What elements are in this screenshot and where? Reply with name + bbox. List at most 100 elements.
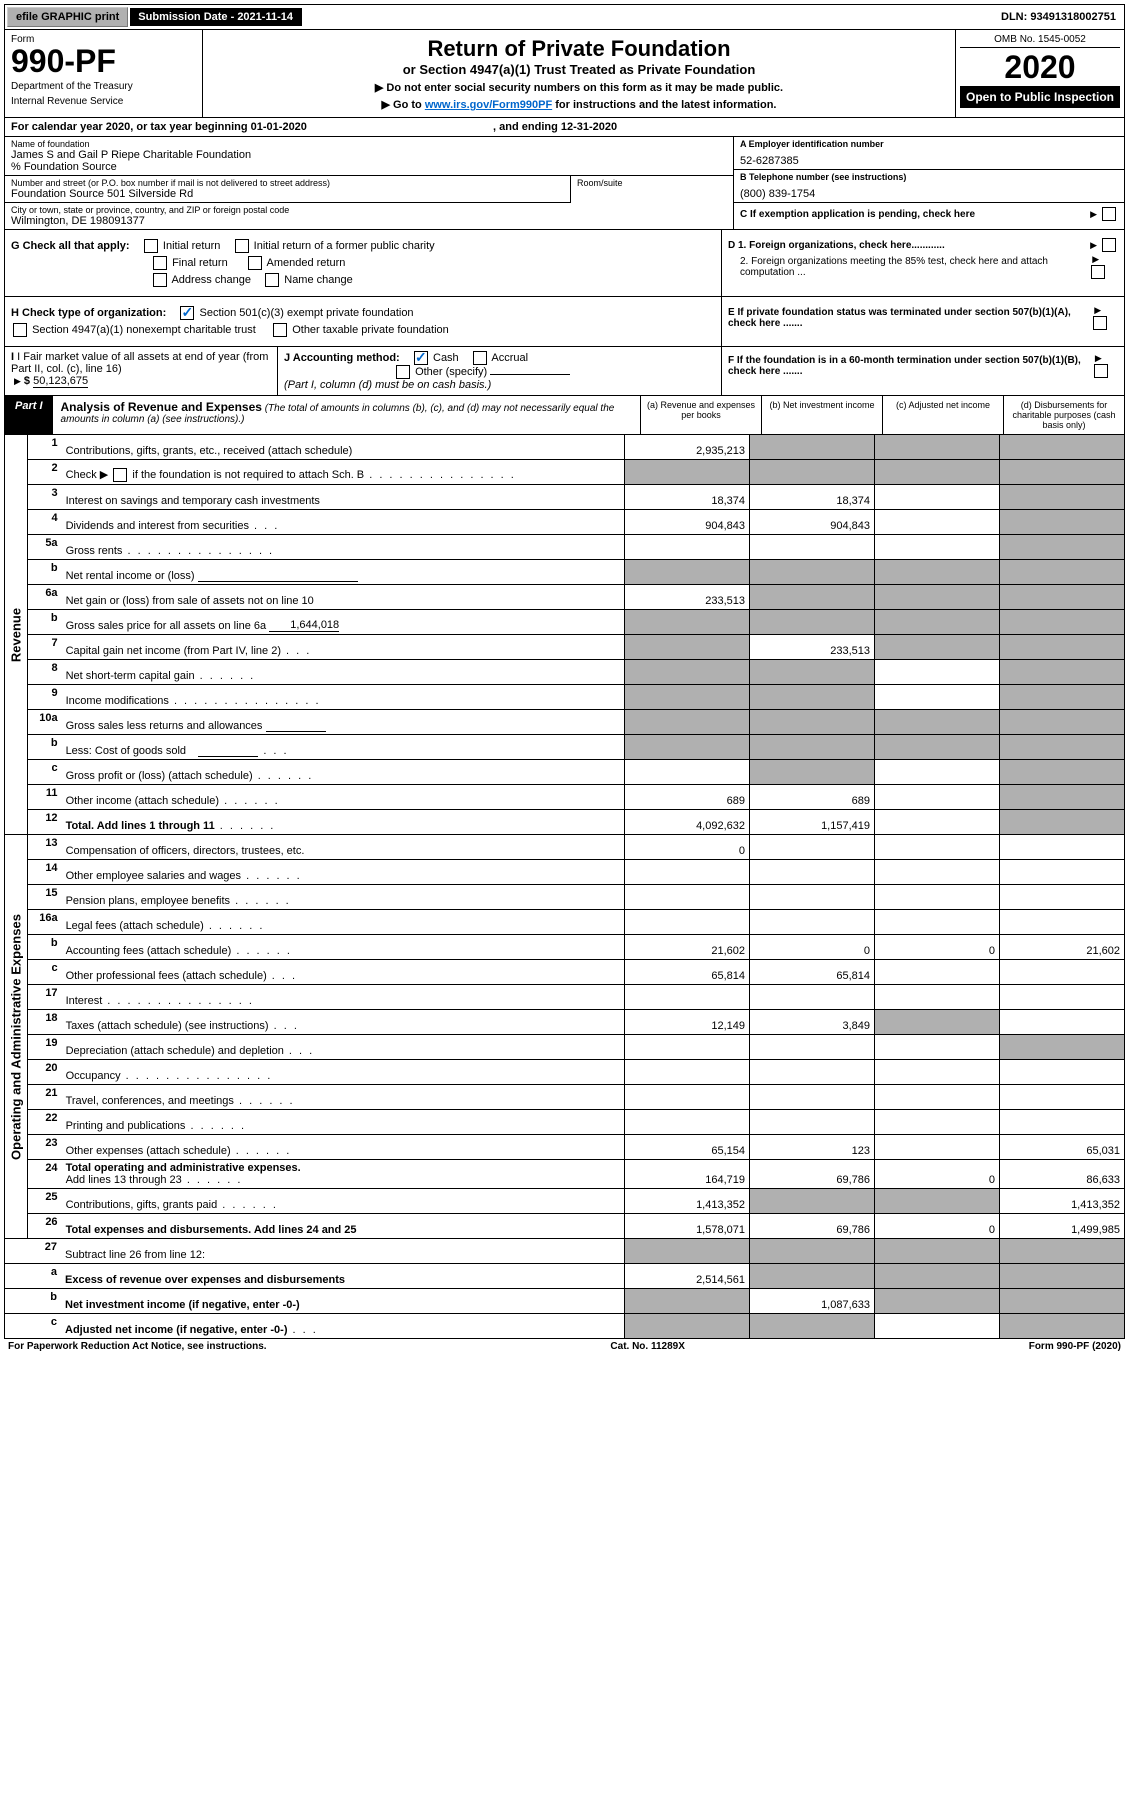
irs-label: Internal Revenue Service bbox=[11, 96, 196, 107]
accrual-checkbox[interactable] bbox=[473, 351, 487, 365]
table-row: 8Net short-term capital gain bbox=[27, 660, 1124, 685]
f-checkbox[interactable] bbox=[1094, 364, 1108, 378]
dept-treasury: Department of the Treasury bbox=[11, 81, 196, 92]
d2-label: 2. Foreign organizations meeting the 85%… bbox=[728, 256, 1089, 278]
final-return-label: Final return bbox=[172, 257, 228, 269]
accrual-label: Accrual bbox=[491, 352, 528, 364]
table-row: bLess: Cost of goods sold bbox=[27, 735, 1124, 760]
address-change-checkbox[interactable] bbox=[153, 273, 167, 287]
column-headers: (a) Revenue and expenses per books (b) N… bbox=[640, 396, 1124, 434]
name-change-checkbox[interactable] bbox=[265, 273, 279, 287]
table-row: bGross sales price for all assets on lin… bbox=[27, 610, 1124, 635]
final-return-checkbox[interactable] bbox=[153, 256, 167, 270]
table-row: 5aGross rents bbox=[27, 535, 1124, 560]
revenue-side-label: Revenue bbox=[4, 435, 27, 835]
form-ref: Form 990-PF (2020) bbox=[1029, 1341, 1121, 1352]
table-row: 7Capital gain net income (from Part IV, … bbox=[27, 635, 1124, 660]
exemption-pending-label: C If exemption application is pending, c… bbox=[740, 209, 975, 220]
section-ijf: I I Fair market value of all assets at e… bbox=[4, 347, 1125, 396]
omb-number: OMB No. 1545-0052 bbox=[960, 34, 1120, 48]
other-method-line bbox=[490, 374, 570, 375]
revenue-table: 1Contributions, gifts, grants, etc., rec… bbox=[27, 435, 1125, 835]
form-subtitle: or Section 4947(a)(1) Trust Treated as P… bbox=[209, 62, 949, 77]
amended-return-checkbox[interactable] bbox=[248, 256, 262, 270]
table-row: cGross profit or (loss) (attach schedule… bbox=[27, 760, 1124, 785]
table-row: 11Other income (attach schedule)689689 bbox=[27, 785, 1124, 810]
telephone-label: B Telephone number (see instructions) bbox=[740, 172, 1118, 182]
table-row: bNet rental income or (loss) bbox=[27, 560, 1124, 585]
initial-return-checkbox[interactable] bbox=[144, 239, 158, 253]
amended-return-label: Amended return bbox=[267, 257, 346, 269]
table-row: aExcess of revenue over expenses and dis… bbox=[5, 1264, 1125, 1289]
address-change-label: Address change bbox=[171, 274, 251, 286]
other-taxable-label: Other taxable private foundation bbox=[292, 324, 449, 336]
part1-title: Analysis of Revenue and Expenses bbox=[61, 400, 262, 414]
other-method-label: Other (specify) bbox=[415, 366, 487, 378]
table-row: cAdjusted net income (if negative, enter… bbox=[5, 1314, 1125, 1339]
table-row: 24Total operating and administrative exp… bbox=[27, 1160, 1124, 1189]
calendar-year-line: For calendar year 2020, or tax year begi… bbox=[4, 118, 1125, 137]
table-row: 18Taxes (attach schedule) (see instructi… bbox=[27, 1010, 1124, 1035]
other-method-checkbox[interactable] bbox=[396, 365, 410, 379]
form-header: Form 990-PF Department of the Treasury I… bbox=[4, 30, 1125, 118]
other-taxable-checkbox[interactable] bbox=[273, 323, 287, 337]
table-row: 16aLegal fees (attach schedule) bbox=[27, 910, 1124, 935]
arrow-icon bbox=[11, 375, 24, 387]
line27-table: 27Subtract line 26 from line 12: aExcess… bbox=[4, 1239, 1125, 1339]
e-checkbox[interactable] bbox=[1093, 316, 1107, 330]
dln-number: DLN: 93491318002751 bbox=[993, 8, 1124, 26]
table-row: 22Printing and publications bbox=[27, 1110, 1124, 1135]
h-label: H Check type of organization: bbox=[11, 307, 166, 319]
table-row: 19Depreciation (attach schedule) and dep… bbox=[27, 1035, 1124, 1060]
city-label: City or town, state or province, country… bbox=[11, 205, 727, 215]
e-label: E If private foundation status was termi… bbox=[728, 307, 1091, 329]
table-row: 3Interest on savings and temporary cash … bbox=[27, 485, 1124, 510]
efile-print-button[interactable]: efile GRAPHIC print bbox=[7, 7, 128, 27]
initial-former-checkbox[interactable] bbox=[235, 239, 249, 253]
4947-checkbox[interactable] bbox=[13, 323, 27, 337]
check-section-g: G Check all that apply: Initial return I… bbox=[4, 230, 1125, 297]
d2-checkbox[interactable] bbox=[1091, 265, 1105, 279]
cat-number: Cat. No. 11289X bbox=[610, 1341, 684, 1352]
table-row: 26Total expenses and disbursements. Add … bbox=[27, 1214, 1124, 1239]
revenue-section: Revenue 1Contributions, gifts, grants, e… bbox=[4, 435, 1125, 835]
exemption-checkbox[interactable] bbox=[1102, 207, 1116, 221]
room-label: Room/suite bbox=[577, 178, 727, 188]
cash-checkbox[interactable] bbox=[414, 351, 428, 365]
form-title: Return of Private Foundation bbox=[209, 36, 949, 62]
form990pf-link[interactable]: www.irs.gov/Form990PF bbox=[425, 99, 552, 111]
table-row: 20Occupancy bbox=[27, 1060, 1124, 1085]
table-row: cOther professional fees (attach schedul… bbox=[27, 960, 1124, 985]
submission-date: Submission Date - 2021-11-14 bbox=[130, 8, 302, 26]
name-change-label: Name change bbox=[284, 274, 353, 286]
paperwork-notice: For Paperwork Reduction Act Notice, see … bbox=[8, 1341, 267, 1352]
col-c-header: (c) Adjusted net income bbox=[882, 396, 1003, 434]
g-label: G Check all that apply: bbox=[11, 240, 130, 252]
table-row: 27Subtract line 26 from line 12: bbox=[5, 1239, 1125, 1264]
table-row: 21Travel, conferences, and meetings bbox=[27, 1085, 1124, 1110]
table-row: 12Total. Add lines 1 through 114,092,632… bbox=[27, 810, 1124, 835]
goto-note: ▶ Go to www.irs.gov/Form990PF for instru… bbox=[209, 98, 949, 111]
d1-label: D 1. Foreign organizations, check here..… bbox=[728, 240, 945, 251]
arrow-icon bbox=[1092, 353, 1105, 364]
name-label: Name of foundation bbox=[11, 139, 727, 149]
arrow-icon bbox=[1089, 254, 1102, 265]
schb-checkbox[interactable] bbox=[113, 468, 127, 482]
j-label: J Accounting method: bbox=[284, 352, 400, 364]
501c3-checkbox[interactable] bbox=[180, 306, 194, 320]
initial-former-label: Initial return of a former public charit… bbox=[254, 240, 435, 252]
part1-label: Part I bbox=[5, 396, 53, 434]
col-b-header: (b) Net investment income bbox=[761, 396, 882, 434]
taxpayer-info: Name of foundation James S and Gail P Ri… bbox=[4, 137, 1125, 230]
gross-sales-value: 1,644,018 bbox=[269, 619, 339, 632]
form-number: 990-PF bbox=[11, 45, 196, 77]
tax-year: 2020 bbox=[960, 48, 1120, 86]
table-row: 9Income modifications bbox=[27, 685, 1124, 710]
ein-label: A Employer identification number bbox=[740, 139, 1118, 149]
address-label: Number and street (or P.O. box number if… bbox=[11, 178, 564, 188]
top-bar: efile GRAPHIC print Submission Date - 20… bbox=[4, 4, 1125, 30]
d1-checkbox[interactable] bbox=[1102, 238, 1116, 252]
part1-header: Part I Analysis of Revenue and Expenses … bbox=[4, 396, 1125, 435]
501c3-label: Section 501(c)(3) exempt private foundat… bbox=[200, 307, 414, 319]
table-row: 23Other expenses (attach schedule)65,154… bbox=[27, 1135, 1124, 1160]
